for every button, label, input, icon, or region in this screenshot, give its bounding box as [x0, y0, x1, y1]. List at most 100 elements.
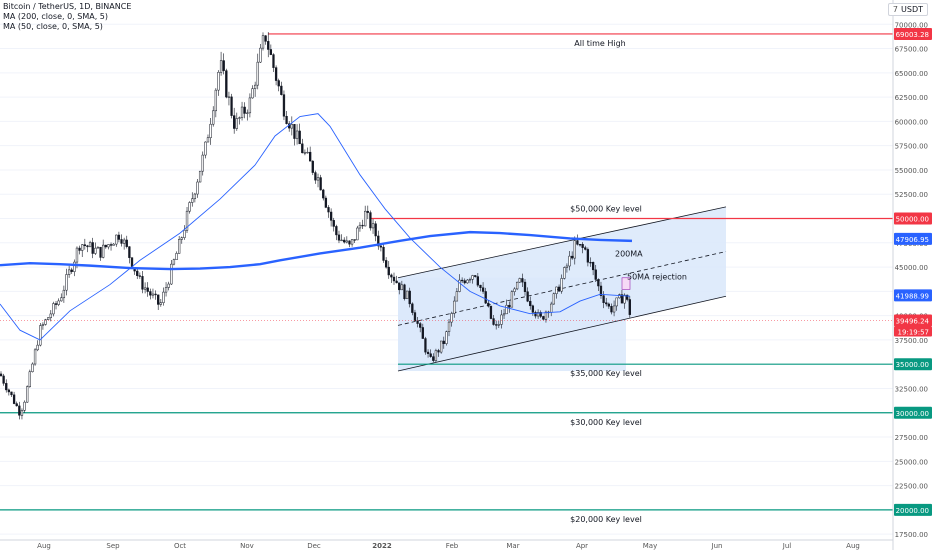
- candle-body: [348, 240, 351, 245]
- candle-body: [86, 245, 89, 248]
- price-tag-label: 41988.99: [896, 292, 929, 300]
- candle-body: [578, 244, 582, 246]
- candle-body: [377, 235, 380, 247]
- candle-body: [387, 266, 390, 276]
- price-tag-label: 47906.95: [896, 236, 929, 244]
- candle-body: [450, 313, 453, 323]
- candle-body: [73, 261, 76, 272]
- candle-body: [280, 85, 283, 95]
- candle-body: [251, 88, 254, 99]
- candle-body: [327, 207, 330, 213]
- candle-body: [371, 223, 375, 229]
- candle-body: [54, 303, 58, 305]
- candle-body: [167, 283, 170, 288]
- candle-body: [170, 263, 173, 285]
- y-tick-label: 32500.00: [895, 385, 928, 393]
- candle-body: [180, 237, 183, 240]
- candle-body: [591, 262, 595, 271]
- y-tick-label: 25000.00: [895, 458, 928, 466]
- candle-body: [432, 356, 435, 361]
- candle-body: [510, 291, 514, 308]
- candle-body: [36, 344, 39, 351]
- candle-body: [122, 239, 126, 244]
- ma200-legend[interactable]: MA (200, close, 0, SMA, 5): [3, 12, 109, 21]
- candle-body: [442, 340, 445, 344]
- x-tick-label: Aug: [37, 542, 51, 550]
- candle-body: [557, 286, 561, 292]
- x-tick-label: Dec: [307, 542, 321, 550]
- price-tag: [894, 212, 932, 225]
- candle-body: [495, 324, 498, 326]
- candle-body: [125, 239, 128, 247]
- x-tick-label: Apr: [576, 542, 588, 550]
- candle-body: [445, 331, 448, 344]
- candle-body: [282, 94, 286, 117]
- candle-body: [408, 290, 411, 305]
- ma50-legend[interactable]: MA (50, close, 0, SMA, 5): [3, 22, 103, 31]
- candle-body: [293, 124, 296, 139]
- candle-body: [492, 318, 495, 325]
- candle-body: [484, 291, 487, 304]
- candle-body: [295, 130, 299, 139]
- candle-body: [47, 317, 50, 320]
- candle-body: [343, 239, 346, 243]
- price-axis-bg: [893, 0, 932, 550]
- candle-body: [70, 269, 73, 272]
- candle-body: [610, 306, 613, 313]
- candle-body: [468, 279, 472, 281]
- candle-body: [481, 287, 485, 292]
- candle-body: [306, 151, 309, 154]
- currency-selector[interactable]: 7 USDT: [887, 3, 928, 16]
- y-tick-label: 45000.00: [895, 264, 928, 272]
- candle-body: [120, 239, 123, 244]
- ma200-line: [0, 230, 633, 271]
- candle-body: [476, 276, 479, 286]
- candle-body: [474, 275, 477, 277]
- candle-body: [345, 240, 348, 243]
- candle-body: [159, 302, 162, 305]
- candle-body: [463, 280, 466, 284]
- candle-body: [264, 35, 267, 42]
- candle-body: [421, 327, 424, 339]
- candle-body: [353, 239, 356, 241]
- y-tick-label: 60000.00: [895, 118, 928, 126]
- candle-body: [94, 247, 97, 254]
- x-tick-label: 2022: [372, 542, 392, 550]
- y-tick-label: 57500.00: [895, 143, 928, 151]
- candle-body: [332, 220, 335, 227]
- candle-body: [18, 405, 21, 416]
- candle-body: [615, 297, 618, 307]
- candle-body: [539, 312, 542, 317]
- candle-body: [437, 350, 440, 353]
- candle-body: [41, 324, 45, 326]
- candle-body: [81, 244, 84, 251]
- candle-body: [487, 302, 490, 307]
- level-label: $50,000 Key level: [570, 205, 642, 214]
- candle-body: [329, 211, 333, 221]
- x-tick-label: Sep: [106, 542, 120, 550]
- candle-body: [314, 172, 317, 181]
- candle-body: [136, 270, 139, 276]
- candle-body: [364, 210, 367, 227]
- symbol-title[interactable]: Bitcoin / TetherUS, 1D, BINANCE: [3, 2, 132, 11]
- candle-body: [151, 293, 155, 296]
- candle-body: [565, 265, 569, 268]
- annotation-50ma-rejection: 50MA rejection: [627, 273, 687, 282]
- candle-body: [309, 151, 312, 162]
- candle-body: [392, 276, 396, 282]
- x-tick-label: Jun: [711, 542, 723, 550]
- candle-body: [605, 302, 608, 305]
- candle-body: [269, 49, 273, 55]
- candle-body: [209, 123, 212, 138]
- candle-body: [233, 115, 236, 129]
- price-tag: [894, 503, 932, 516]
- candle-body: [112, 243, 115, 246]
- y-tick-label: 62500.00: [895, 94, 928, 102]
- candle-body: [88, 242, 92, 248]
- candle-body: [256, 61, 259, 86]
- candle-body: [489, 305, 493, 319]
- candle-body: [586, 249, 590, 263]
- candle-body: [419, 323, 422, 328]
- candle-body: [440, 340, 443, 353]
